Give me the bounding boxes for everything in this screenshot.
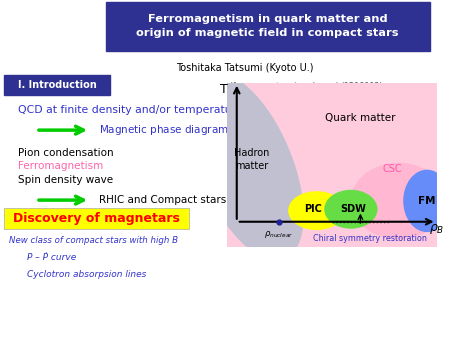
Text: QCD at finite density and/or temperature: QCD at finite density and/or temperature xyxy=(18,105,243,115)
Text: Toshitaka Tatsumi (Kyoto U.): Toshitaka Tatsumi (Kyoto U.) xyxy=(176,63,314,73)
Text: I. Introduction: I. Introduction xyxy=(18,80,97,90)
FancyBboxPatch shape xyxy=(4,208,189,229)
Text: New class of compact stars with high B: New class of compact stars with high B xyxy=(9,236,178,245)
Ellipse shape xyxy=(288,191,345,230)
Text: (for a recent review, hep-ph/0506002): (for a recent review, hep-ph/0506002) xyxy=(230,82,382,91)
Text: Magnetic phase diagram of QCD in T- $\rho_B$ plane.: Magnetic phase diagram of QCD in T- $\rh… xyxy=(99,123,345,137)
Text: Chiral symmetry restoration: Chiral symmetry restoration xyxy=(313,234,427,243)
Text: $\rho_{nuclear}$: $\rho_{nuclear}$ xyxy=(264,230,293,240)
FancyBboxPatch shape xyxy=(106,2,430,51)
Text: Cyclotron absorpsion lines: Cyclotron absorpsion lines xyxy=(27,270,146,279)
Text: Spin density wave: Spin density wave xyxy=(18,175,113,185)
Text: Ferromagnetism in quark matter and
origin of magnetic field in compact stars: Ferromagnetism in quark matter and origi… xyxy=(136,14,399,39)
Text: SDW: SDW xyxy=(340,204,366,214)
Text: T: T xyxy=(220,83,227,96)
Text: Quark matter: Quark matter xyxy=(325,113,396,123)
Text: PIC: PIC xyxy=(304,204,322,214)
Text: $\rho_B$: $\rho_B$ xyxy=(429,222,444,236)
Ellipse shape xyxy=(189,72,304,261)
Text: P – Ṗ curve: P – Ṗ curve xyxy=(27,253,76,262)
Ellipse shape xyxy=(324,190,378,229)
Ellipse shape xyxy=(351,163,446,239)
Text: Discovery of magnetars: Discovery of magnetars xyxy=(14,212,180,225)
Text: Pion condensation: Pion condensation xyxy=(18,148,113,158)
Text: RHIC and Compact stars: RHIC and Compact stars xyxy=(99,195,226,205)
Text: CSC: CSC xyxy=(383,164,403,174)
Text: Hadron
matter: Hadron matter xyxy=(234,148,270,171)
Text: Ferromagnetism: Ferromagnetism xyxy=(18,161,103,171)
Text: FM: FM xyxy=(418,196,436,206)
Ellipse shape xyxy=(403,170,450,232)
FancyBboxPatch shape xyxy=(4,75,110,95)
